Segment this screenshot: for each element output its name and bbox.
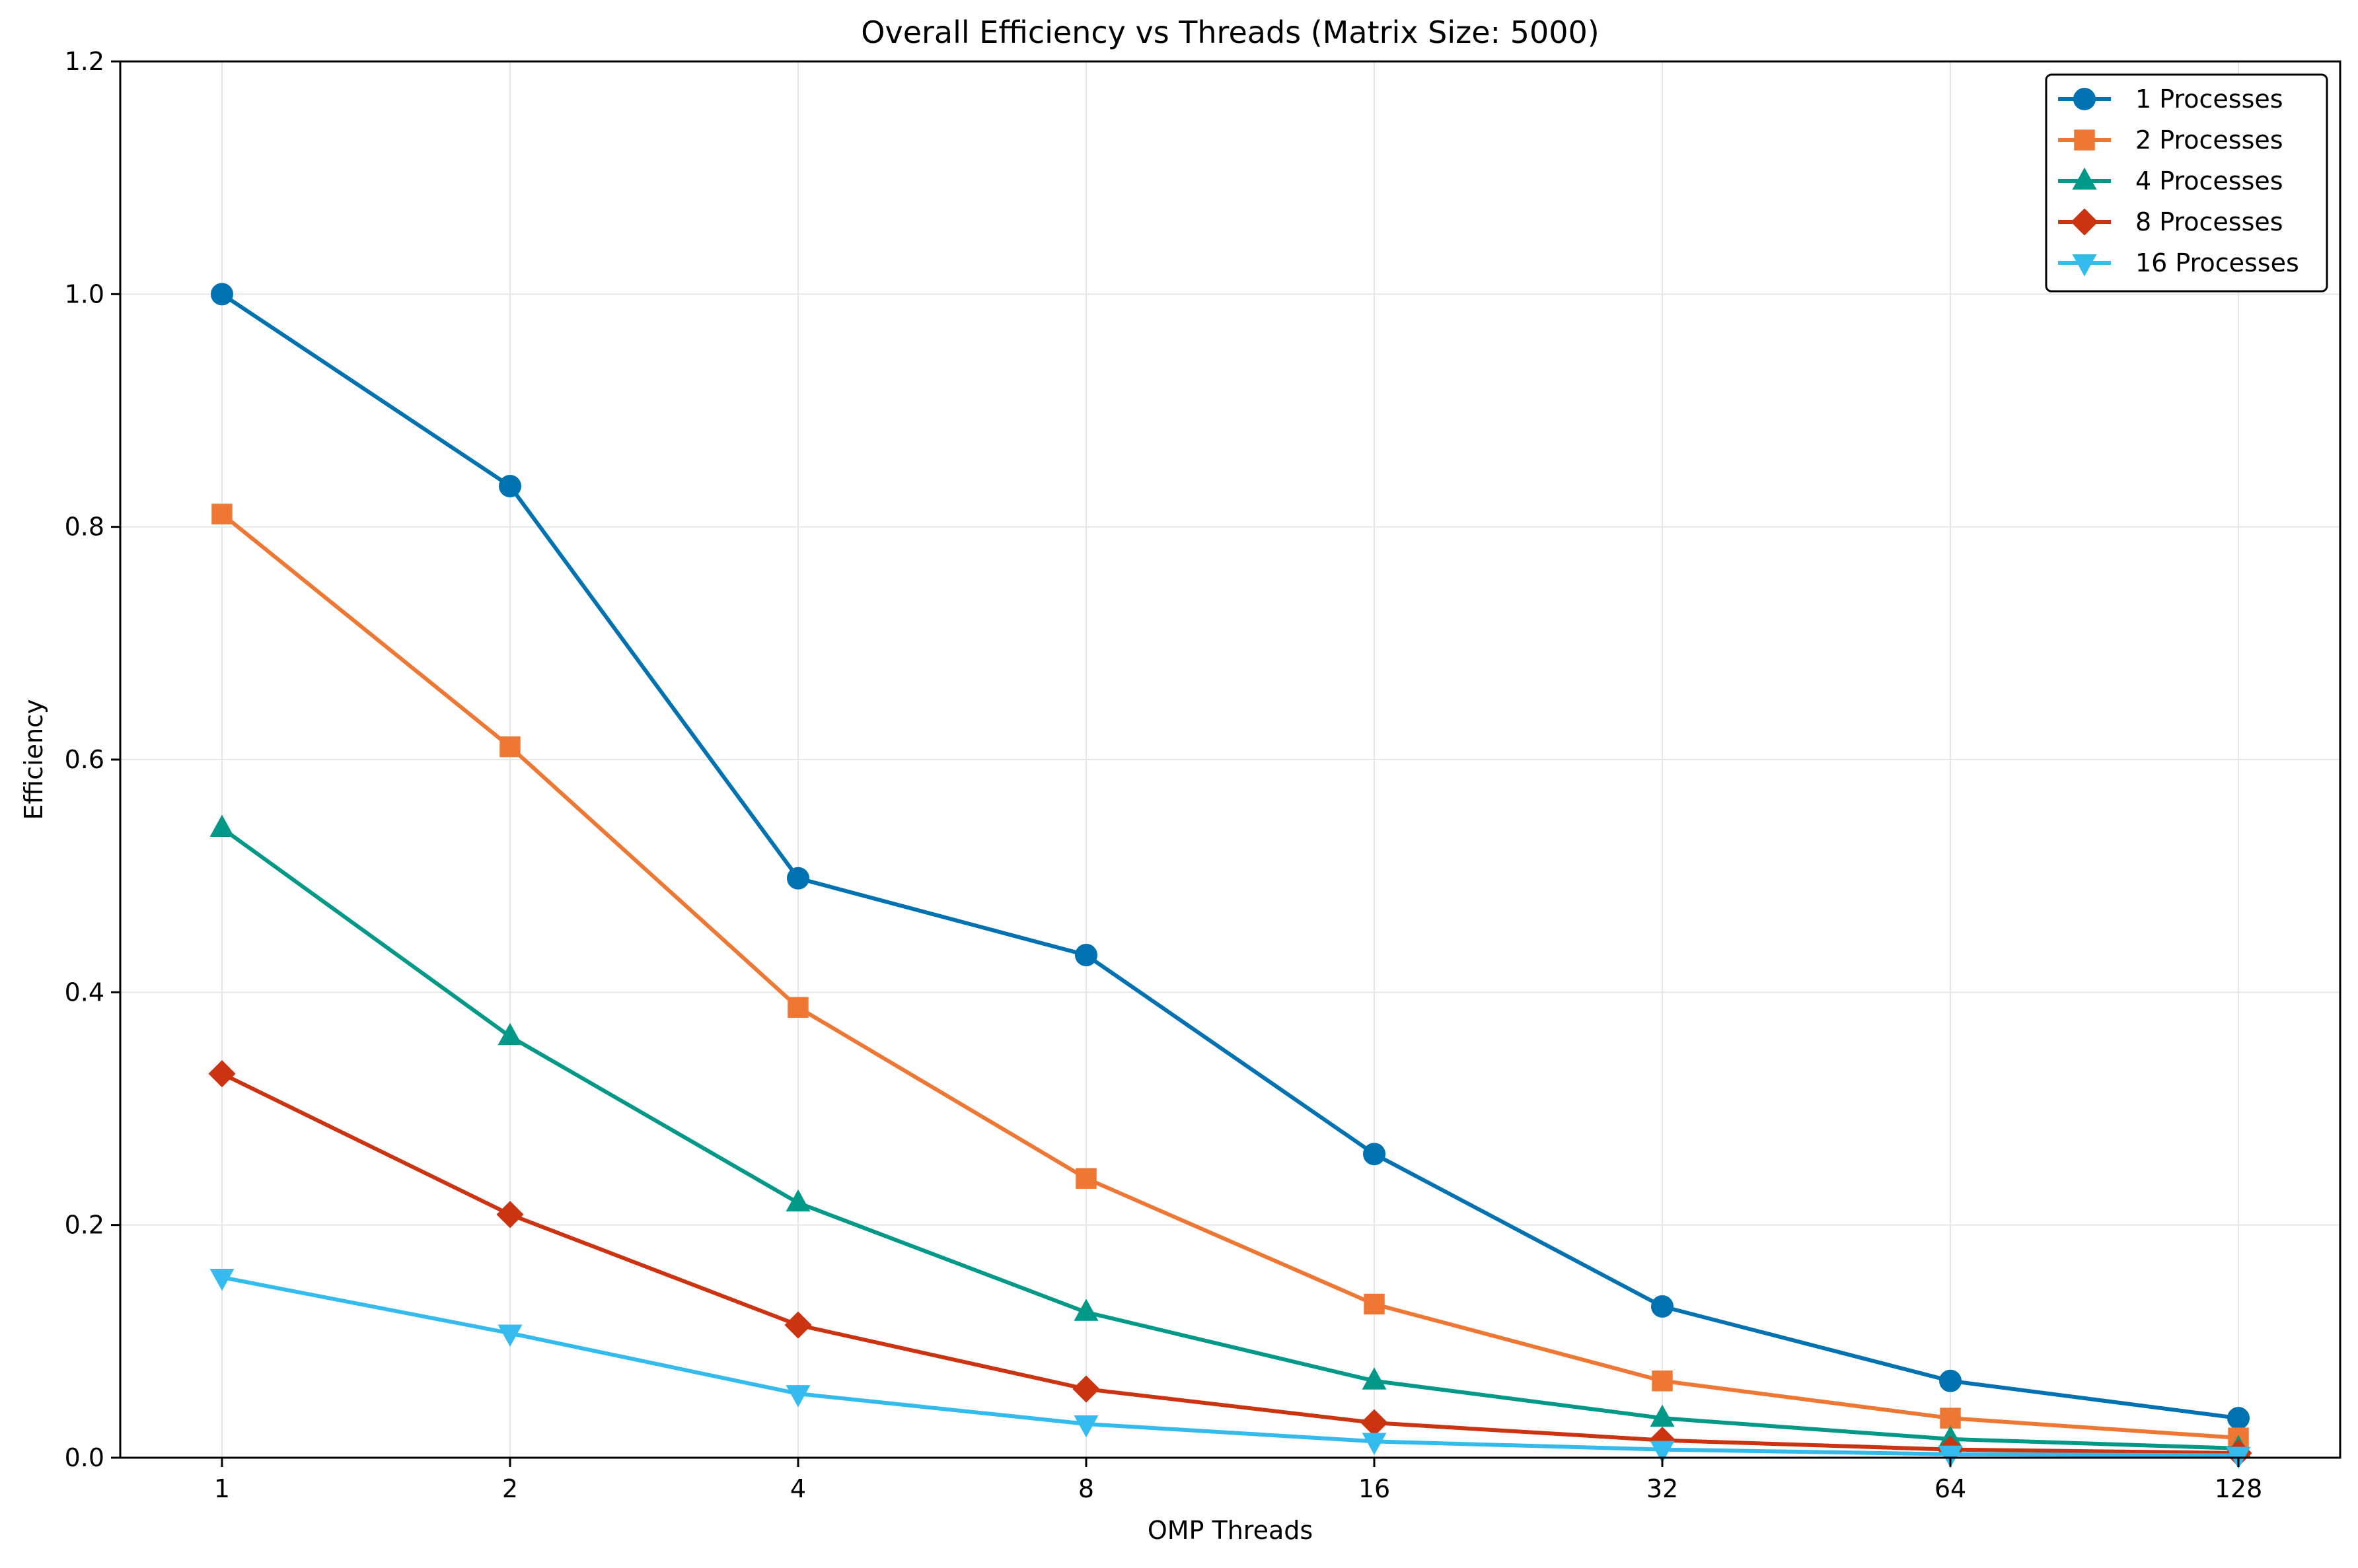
legend-label: 4 Processes [2135, 166, 2283, 196]
legend-label: 1 Processes [2135, 85, 2283, 114]
series-line [221, 292, 2239, 1421]
data-point [499, 736, 521, 758]
data-point [1362, 1367, 1387, 1390]
data-point [1363, 1143, 1385, 1166]
data-point [497, 1022, 523, 1046]
legend: 1 Processes 2 Processes 4 Processes 8 Proce… [2045, 73, 2328, 293]
data-point [211, 503, 233, 525]
data-point [1074, 1415, 1099, 1438]
data-point [496, 1201, 524, 1229]
data-point [1650, 1441, 1675, 1464]
y-tick-label: 0.2 [65, 1211, 104, 1240]
data-point [499, 475, 521, 498]
data-point [1940, 1408, 1961, 1429]
data-point [787, 867, 809, 890]
data-point [209, 1268, 235, 1291]
y-tick-label: 1.2 [65, 47, 104, 76]
data-point [208, 1060, 236, 1088]
series-line [221, 826, 2239, 1450]
legend-item: 2 Processes [2058, 125, 2283, 155]
legend-marker [2073, 88, 2096, 110]
y-tick-label: 1.0 [65, 279, 104, 308]
grid-lines [120, 61, 2340, 1458]
data-point [786, 1385, 811, 1408]
axis-ticks: 1 2 4 8 16 32 64 128 0.0 0.2 0.4 0.6 0.8 1.0 1.2 [65, 47, 2263, 1503]
legend-marker [2072, 254, 2097, 277]
data-point [1364, 1293, 1385, 1315]
data-point [788, 997, 809, 1018]
data-point [209, 814, 235, 837]
x-tick-label: 32 [1646, 1474, 1678, 1503]
data-point [784, 1311, 812, 1339]
data-point [1075, 943, 1097, 966]
data-point [2227, 1407, 2250, 1430]
y-tick-label: 0.6 [65, 745, 104, 774]
series-5 [209, 1268, 2251, 1469]
x-tick-label: 8 [1078, 1474, 1094, 1503]
data-point [786, 1189, 811, 1212]
data-point [1651, 1295, 1674, 1318]
data-point [1072, 1375, 1100, 1403]
x-tick-label: 2 [502, 1474, 518, 1503]
data-point [1652, 1371, 1673, 1392]
series-line [221, 1275, 2239, 1458]
data-point [1076, 1168, 1097, 1189]
data-point [1938, 1445, 1963, 1468]
x-tick-label: 16 [1358, 1474, 1390, 1503]
x-tick-label: 128 [2215, 1474, 2263, 1503]
legend-marker [2074, 129, 2095, 151]
data-point [497, 1324, 523, 1347]
legend-label: 2 Processes [2135, 125, 2283, 155]
x-tick-label: 4 [790, 1474, 806, 1503]
legend-label: 16 Processes [2135, 248, 2299, 277]
series-group [208, 283, 2252, 1469]
legend-item: 8 Processes [2058, 207, 2283, 236]
x-tick-label: 64 [1934, 1474, 1966, 1503]
y-tick-label: 0.0 [65, 1443, 104, 1472]
x-tick-label: 1 [214, 1474, 230, 1503]
data-point [1939, 1369, 1962, 1392]
legend-marker [2071, 208, 2098, 236]
legend-marker [2072, 167, 2097, 190]
series-2 [211, 503, 2249, 1448]
y-tick-label: 0.4 [65, 978, 104, 1007]
chart-title: Overall Efficiency vs Threads (Matrix Si… [861, 15, 1599, 50]
series-line [221, 512, 2239, 1441]
legend-label: 8 Processes [2135, 207, 2283, 236]
x-axis-label: OMP Threads [1148, 1516, 1313, 1545]
series-1 [211, 283, 2250, 1430]
legend-item: 1 Processes [2058, 85, 2283, 114]
data-point [1074, 1299, 1099, 1321]
series-line [221, 1071, 2239, 1455]
y-axis-label: Efficiency [19, 699, 48, 820]
legend-item: 4 Processes [2058, 166, 2283, 196]
legend-box [2045, 73, 2328, 293]
data-point [211, 283, 233, 306]
data-point [1650, 1404, 1675, 1427]
y-tick-label: 0.8 [65, 513, 104, 542]
data-point [1362, 1433, 1387, 1455]
legend-item: 16 Processes [2058, 248, 2299, 277]
